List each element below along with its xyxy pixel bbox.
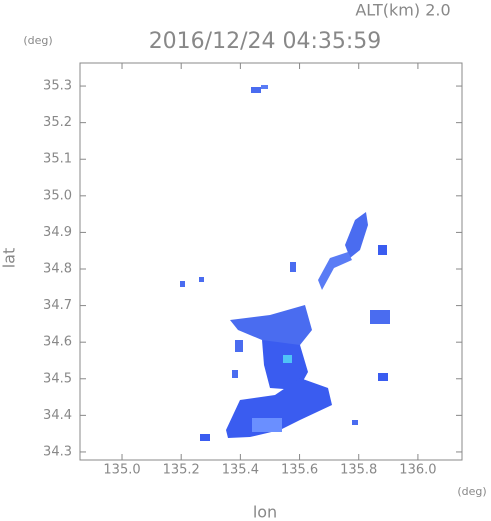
chart-title: 2016/12/24 04:35:59: [149, 29, 382, 54]
x-tick-label: 135.4: [222, 463, 259, 478]
x-tick-label: 135.2: [163, 463, 200, 478]
x-tick-label: 135.8: [340, 463, 377, 478]
x-tick-label: 136.0: [399, 463, 436, 478]
plot-frame: [79, 62, 463, 461]
x-axis-label: lon: [253, 503, 277, 521]
y-tick-label: 34.7: [43, 298, 72, 313]
y-tick-label: 34.6: [43, 335, 72, 350]
radar-echo: [180, 85, 390, 441]
y-tick-label: 35.1: [43, 152, 72, 167]
y-tick-label: 34.3: [43, 444, 72, 459]
y-tick-label: 34.5: [43, 371, 72, 386]
y-tick-label: 34.9: [43, 225, 72, 240]
y-tick-label: 35.0: [43, 188, 72, 203]
y-unit: (deg): [23, 34, 52, 47]
x-tick-label: 135.0: [103, 463, 140, 478]
y-axis-label: lat: [0, 248, 19, 269]
y-tick-label: 35.3: [43, 79, 72, 94]
y-tick-label: 34.4: [43, 408, 72, 423]
subtitle: ALT(km) 2.0: [355, 1, 450, 20]
y-tick-label: 34.8: [43, 262, 72, 277]
y-tick-label: 35.2: [43, 115, 72, 130]
x-tick-label: 135.6: [281, 463, 318, 478]
x-unit: (deg): [457, 485, 486, 498]
